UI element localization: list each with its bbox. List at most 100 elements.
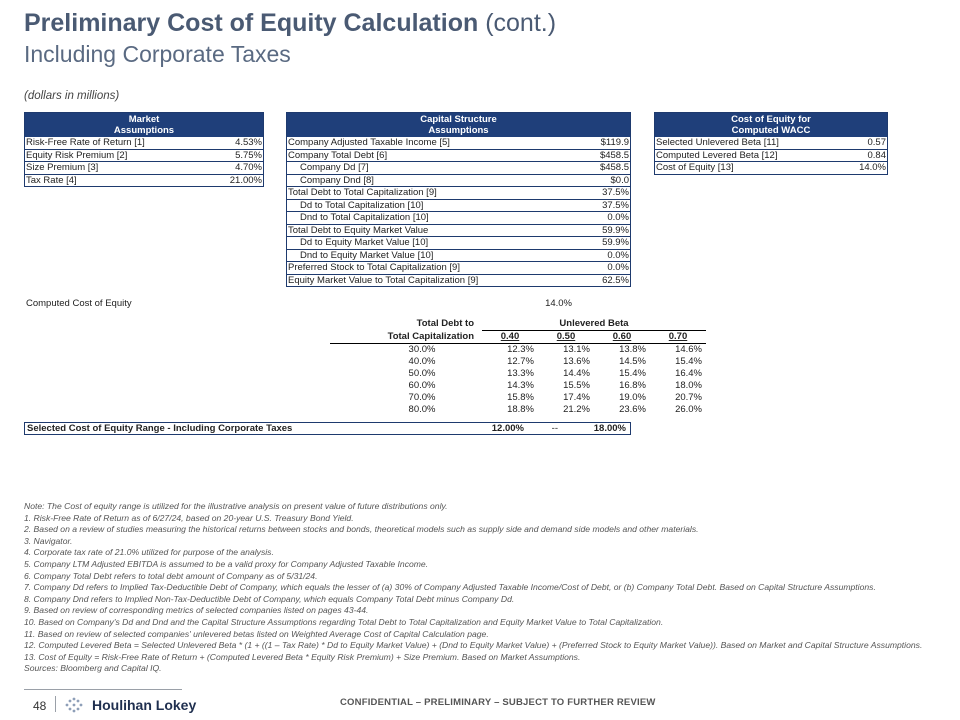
- table-row: Total Debt to Total Capitalization [9] 37…: [287, 186, 630, 199]
- table-row: Computed Levered Beta [12] 0.84: [655, 148, 887, 162]
- row-value: 4.53%: [235, 137, 262, 148]
- table-row: Equity Risk Premium [2] 5.75%: [25, 148, 263, 162]
- footnote: 3. Navigator.: [24, 535, 73, 546]
- table-row: Company Dd [7] $458.5: [287, 161, 630, 174]
- sensitivity-cell: 19.0%: [619, 392, 646, 403]
- coe-header-line2: Computed WACC: [731, 125, 811, 136]
- footnote: 5. Company LTM Adjusted EBITDA is assume…: [24, 558, 429, 569]
- sensitivity-cell: 16.4%: [675, 368, 702, 379]
- table-row: Total Debt to Equity Market Value 59.9%: [287, 223, 630, 237]
- sensitivity-row: 40.0% 12.7% 13.6% 14.5% 15.4%: [330, 356, 706, 368]
- row-value: 0.0%: [607, 249, 629, 261]
- sensitivity-cell: 15.4%: [675, 356, 702, 367]
- sensitivity-cell: 13.1%: [563, 344, 590, 355]
- table-row: Dd to Equity Market Value [10] 59.9%: [287, 236, 630, 249]
- row-value: 62.5%: [602, 274, 629, 286]
- sensitivity-cell: 13.3%: [507, 368, 534, 379]
- row-header-line1: Total Debt to: [416, 318, 474, 330]
- row-value: 0.0%: [607, 212, 629, 223]
- coe-wacc-table: Cost of Equity for Computed WACC Selecte…: [654, 112, 888, 175]
- sensitivity-cell: 14.5%: [619, 356, 646, 367]
- row-label: Equity Risk Premium [2]: [26, 149, 128, 161]
- row-value: 21.00%: [229, 174, 262, 186]
- debt-ratio-label: 80.0%: [408, 404, 436, 415]
- beta-header: 0.50: [538, 330, 594, 344]
- row-label: Preferred Stock to Total Capitalization …: [288, 262, 460, 273]
- sensitivity-table: Total Debt to Unlevered Beta Total Capit…: [330, 318, 706, 416]
- capital-structure-table: Capital Structure Assumptions Company Ad…: [286, 112, 631, 287]
- market-header-line2: Assumptions: [113, 125, 175, 136]
- range-low: 12.00%: [491, 423, 524, 434]
- logo-dots-icon: [65, 697, 83, 713]
- row-label: Company Dd [7]: [300, 162, 369, 173]
- table-row: Cost of Equity [13] 14.0%: [655, 161, 887, 174]
- sensitivity-row: 60.0% 14.3% 15.5% 16.8% 18.0%: [330, 380, 706, 392]
- sensitivity-cell: 13.6%: [563, 356, 590, 367]
- range-high: 18.00%: [593, 423, 626, 434]
- beta-header: 0.60: [594, 330, 650, 344]
- row-label: Dd to Equity Market Value [10]: [300, 237, 429, 248]
- footnote: 7. Company Dd refers to Implied Tax-Dedu…: [24, 582, 876, 593]
- unlevered-beta-header: Unlevered Beta: [482, 318, 706, 331]
- market-assumptions-table: Market Assumptions Risk-Free Rate of Ret…: [24, 112, 264, 187]
- table-row: Equity Market Value to Total Capitalizat…: [287, 273, 630, 287]
- row-label: Tax Rate [4]: [26, 174, 77, 186]
- sensitivity-cell: 23.6%: [619, 404, 646, 415]
- row-value: 59.9%: [602, 237, 629, 248]
- sensitivity-cell: 21.2%: [563, 404, 590, 415]
- footnote: 13. Cost of Equity = Risk-Free Rate of R…: [24, 651, 581, 662]
- range-separator: --: [551, 423, 558, 434]
- market-assumptions-header: Market Assumptions: [25, 113, 263, 137]
- computed-coe-value: 14.0%: [545, 298, 572, 309]
- table-row: Tax Rate [4] 21.00%: [25, 173, 263, 187]
- row-label: Cost of Equity [13]: [656, 162, 734, 173]
- sensitivity-cell: 14.4%: [563, 368, 590, 379]
- row-value: 0.84: [867, 149, 887, 161]
- sensitivity-cell: 15.5%: [563, 380, 590, 391]
- sensitivity-cell: 18.0%: [675, 380, 702, 391]
- sensitivity-cell: 16.8%: [619, 380, 646, 391]
- row-value: $458.5: [599, 149, 629, 161]
- row-value: $458.5: [599, 162, 629, 173]
- footnote: 2. Based on a review of studies measurin…: [24, 524, 699, 535]
- row-label: Company Adjusted Taxable Income [5]: [288, 137, 450, 148]
- footnote: Sources: Bloomberg and Capital IQ.: [24, 663, 162, 674]
- coe-header-line1: Cost of Equity for: [731, 114, 811, 125]
- range-label: Selected Cost of Equity Range - Includin…: [27, 423, 293, 434]
- footnote: 10. Based on Company's Dd and Dnd and th…: [24, 616, 664, 627]
- sensitivity-cell: 14.6%: [675, 344, 702, 355]
- row-label: Company Total Debt [6]: [288, 149, 388, 161]
- debt-ratio-label: 60.0%: [408, 380, 436, 391]
- table-row: Company Total Debt [6] $458.5: [287, 148, 630, 162]
- sensitivity-cell: 13.8%: [619, 344, 646, 355]
- footnote: 6. Company Total Debt refers to total de…: [24, 570, 318, 581]
- logo-text: Houlihan Lokey: [92, 697, 197, 713]
- table-row: Dnd to Total Capitalization [10] 0.0%: [287, 211, 630, 224]
- market-header-line1: Market: [128, 114, 160, 125]
- table-row: Preferred Stock to Total Capitalization …: [287, 261, 630, 274]
- row-value: 5.75%: [235, 149, 262, 161]
- row-label: Selected Unlevered Beta [11]: [656, 137, 779, 148]
- row-label: Total Debt to Total Capitalization [9]: [288, 187, 437, 198]
- table-row: Selected Unlevered Beta [11] 0.57: [655, 137, 887, 149]
- debt-ratio-label: 30.0%: [408, 344, 436, 355]
- footer-rule: [24, 689, 182, 690]
- row-value: 37.5%: [602, 187, 629, 198]
- beta-header: 0.70: [650, 330, 706, 344]
- table-row: Company Dnd [8] $0.0: [287, 173, 630, 187]
- footnote: Note: The Cost of equity range is utiliz…: [24, 501, 448, 511]
- sensitivity-cell: 12.3%: [507, 344, 534, 355]
- computed-cost-of-equity: Computed Cost of Equity 14.0%: [26, 298, 572, 309]
- selected-coe-range: Selected Cost of Equity Range - Includin…: [24, 422, 631, 435]
- page-title: Preliminary Cost of Equity Calculation (…: [24, 8, 556, 38]
- debt-ratio-label: 70.0%: [408, 392, 436, 403]
- footnote: 8. Company Dnd refers to Implied Non-Tax…: [24, 593, 515, 604]
- row-label: Dd to Total Capitalization [10]: [300, 199, 424, 211]
- footnote: 4. Corporate tax rate of 21.0% utilized …: [24, 547, 274, 558]
- coe-wacc-header: Cost of Equity for Computed WACC: [655, 113, 887, 137]
- row-value: 4.70%: [235, 162, 262, 173]
- capital-header-line2: Assumptions: [428, 125, 489, 136]
- row-label: Company Dnd [8]: [300, 174, 374, 186]
- sensitivity-cell: 15.8%: [507, 392, 534, 403]
- capital-structure-header: Capital Structure Assumptions: [287, 113, 630, 137]
